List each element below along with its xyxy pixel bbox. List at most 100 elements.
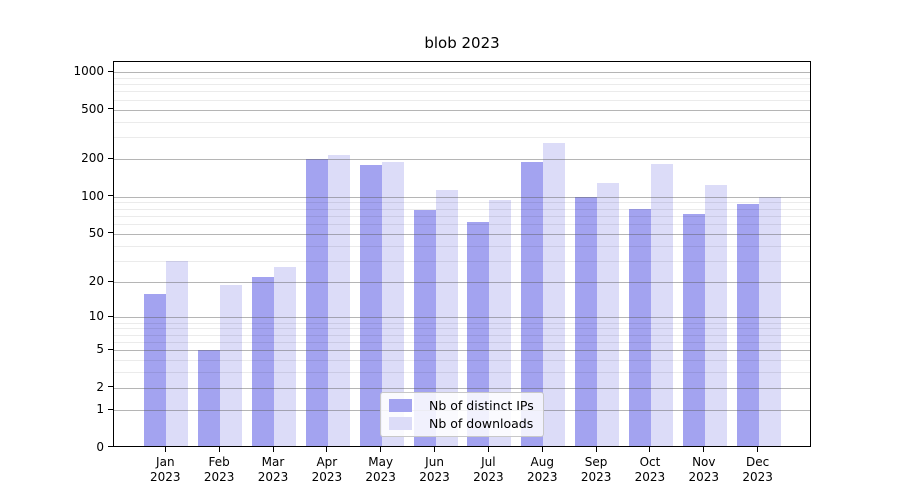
x-tick-label-month: Feb xyxy=(208,455,230,469)
plot-area xyxy=(113,61,811,447)
gridline-minor xyxy=(114,121,810,123)
y-tick-label: 20 xyxy=(88,274,104,289)
x-tick-label-month: Aug xyxy=(530,455,554,469)
x-tick-label-year: 2023 xyxy=(419,470,450,484)
gridline-minor xyxy=(114,208,810,210)
x-tick-label: Mar 2023 xyxy=(245,455,301,485)
bar-distinct-ips xyxy=(682,214,705,446)
y-tick xyxy=(108,70,113,72)
x-tick-label-year: 2023 xyxy=(311,470,343,484)
legend-swatch xyxy=(389,399,412,412)
legend-label: Nb of downloads xyxy=(429,416,534,431)
y-tick-label: 100 xyxy=(81,188,104,203)
x-tick xyxy=(703,447,705,452)
bar-distinct-ips xyxy=(359,165,382,446)
bar-downloads xyxy=(274,266,296,446)
x-tick-label-month: Sep xyxy=(584,455,608,469)
legend-label: Nb of distinct IPs xyxy=(429,398,534,413)
y-tick-label: 10 xyxy=(88,309,104,324)
y-tick xyxy=(108,386,113,388)
bar-distinct-ips xyxy=(521,162,544,446)
x-tick xyxy=(649,447,651,452)
legend-swatch xyxy=(389,417,412,430)
gridline-major xyxy=(114,196,810,198)
x-tick-label: Jun 2023 xyxy=(407,455,463,485)
gridline-minor xyxy=(114,202,810,204)
bar-distinct-ips xyxy=(252,277,274,446)
x-tick-label-year: 2023 xyxy=(365,470,396,484)
y-tick xyxy=(108,232,113,234)
bar-downloads xyxy=(435,190,458,446)
x-tick-label-month: Dec xyxy=(746,455,770,469)
gridline-minor xyxy=(114,224,810,226)
x-tick-label-month: Jan xyxy=(156,455,175,469)
y-tick xyxy=(108,195,113,197)
x-tick xyxy=(380,447,382,452)
x-tick-label-year: 2023 xyxy=(257,470,289,484)
x-tick-label: Aug 2023 xyxy=(514,455,570,485)
gridline-minor xyxy=(114,99,810,101)
bar-downloads xyxy=(704,184,727,446)
x-tick-label: Apr 2023 xyxy=(299,455,355,485)
x-tick-label-month: Jun xyxy=(425,455,444,469)
bar-distinct-ips xyxy=(144,293,167,446)
x-tick-label-year: 2023 xyxy=(580,470,612,484)
y-tick-label: 50 xyxy=(88,225,104,240)
bar-distinct-ips xyxy=(628,208,651,446)
x-tick xyxy=(487,447,489,452)
x-tick xyxy=(434,447,436,452)
gridline-minor xyxy=(114,322,810,324)
x-tick-label-month: Nov xyxy=(692,455,716,469)
gridline-major xyxy=(114,387,810,389)
x-tick xyxy=(541,447,543,452)
gridline-minor xyxy=(114,341,810,343)
x-tick xyxy=(757,447,759,452)
x-tick-label: Jan 2023 xyxy=(137,455,193,485)
x-tick-label-year: 2023 xyxy=(688,470,720,484)
y-tick xyxy=(108,315,113,317)
x-tick-label-year: 2023 xyxy=(203,470,235,484)
legend: Nb of distinct IPs Nb of downloads xyxy=(380,392,544,437)
bar-downloads xyxy=(597,182,620,446)
bar-downloads xyxy=(327,154,350,446)
x-tick-label: Dec 2023 xyxy=(730,455,786,485)
y-tick-label: 500 xyxy=(81,101,104,116)
x-tick-label: Nov 2023 xyxy=(676,455,732,485)
y-tick-label: 1000 xyxy=(73,64,104,79)
x-tick-label-month: Jul xyxy=(481,455,496,469)
bar-distinct-ips xyxy=(575,196,598,446)
gridline-minor xyxy=(114,84,810,86)
x-tick xyxy=(272,447,274,452)
gridline-major xyxy=(114,317,810,319)
x-tick xyxy=(326,447,328,452)
x-tick-label-month: Oct xyxy=(639,455,661,469)
y-tick-label: 1 xyxy=(96,402,104,416)
bar-distinct-ips xyxy=(413,210,436,446)
x-tick-label: May 2023 xyxy=(353,455,409,485)
x-tick xyxy=(164,447,166,452)
x-tick-label: Feb 2023 xyxy=(191,455,247,485)
gridline-major xyxy=(114,72,810,74)
bar-downloads xyxy=(650,163,673,446)
gridline-minor xyxy=(114,91,810,93)
y-tick xyxy=(108,157,113,159)
chart-title: blob 2023 xyxy=(424,34,500,52)
bar-downloads xyxy=(489,199,512,446)
x-tick-label-year: 2023 xyxy=(473,470,504,484)
gridline-minor xyxy=(114,328,810,330)
gridline-minor xyxy=(114,360,810,362)
bar-downloads xyxy=(220,284,243,446)
bar-downloads xyxy=(758,196,781,446)
gridline-major xyxy=(114,109,810,111)
gridline-minor xyxy=(114,260,810,262)
bar-downloads xyxy=(166,260,189,446)
y-tick-label: 200 xyxy=(81,151,104,166)
gridline-minor xyxy=(114,334,810,336)
x-tick-label-month: Mar xyxy=(261,455,285,469)
gridline-minor xyxy=(114,137,810,139)
y-tick-label: 2 xyxy=(96,379,104,394)
gridline-minor xyxy=(114,372,810,374)
y-tick-label: 5 xyxy=(96,342,104,357)
gridline-major xyxy=(114,282,810,284)
